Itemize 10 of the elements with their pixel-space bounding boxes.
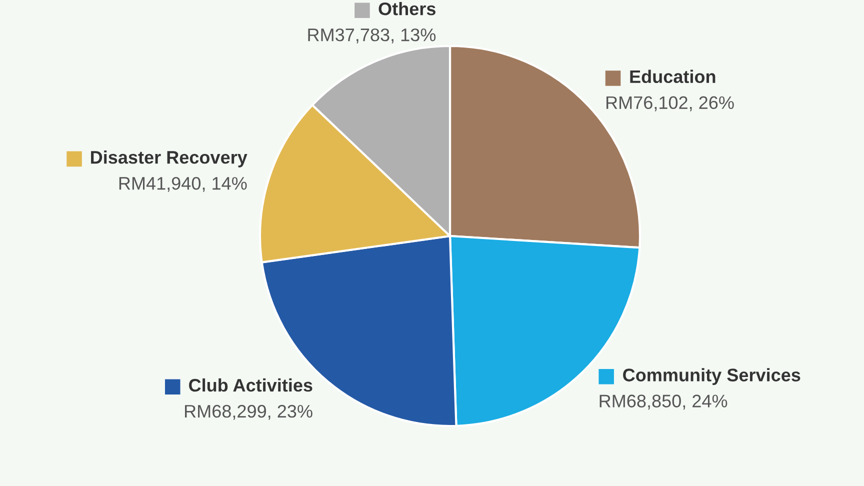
- legend-label: Others: [378, 2, 436, 16]
- legend-label: Club Activities: [189, 378, 312, 392]
- legend-label: Disaster Recovery: [91, 150, 248, 168]
- legend-label: Community Services: [623, 368, 800, 386]
- data-label: RM41,940, 14%: [119, 176, 247, 192]
- data-label: RM37,783, 13%: [308, 28, 436, 44]
- data-label: RM68,299, 23%: [185, 404, 312, 420]
- legend-label: Education: [630, 70, 716, 84]
- data-label: RM68,850, 24%: [600, 394, 728, 410]
- data-label: RM76,102, 26%: [606, 96, 734, 112]
